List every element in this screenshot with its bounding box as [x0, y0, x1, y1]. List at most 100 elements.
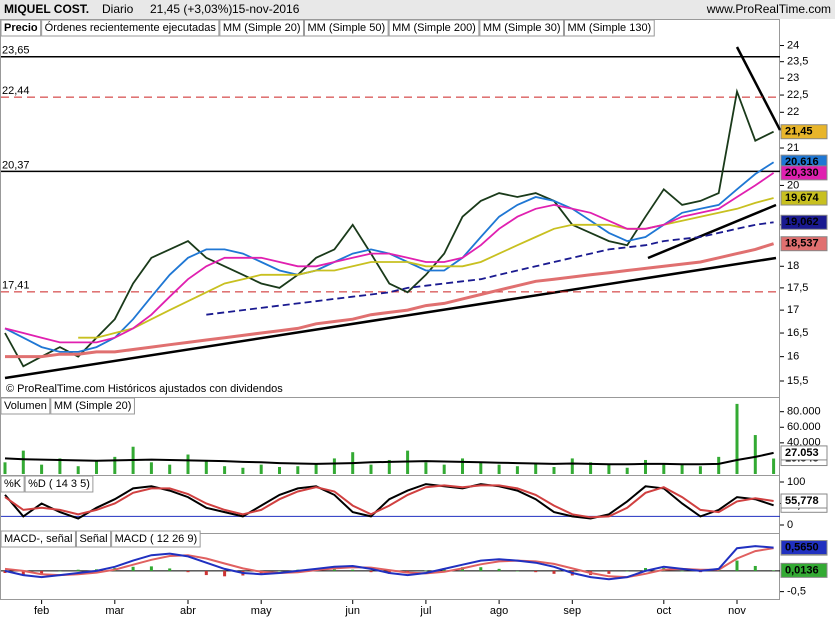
legend-label: MM (Simple 130): [567, 22, 651, 34]
bar: [534, 570, 538, 573]
last-value-box: [780, 214, 828, 230]
bar: [497, 464, 501, 474]
y-tick-label: 17: [787, 304, 799, 316]
y-tick-label: 16,5: [787, 327, 808, 339]
bar: [21, 570, 25, 576]
last-value-box: [780, 562, 828, 578]
bar: [131, 566, 135, 571]
bar: [76, 569, 80, 571]
bar: [772, 570, 776, 571]
legend-label: MM (Simple 200): [392, 22, 476, 34]
last-value-box: [780, 124, 828, 140]
bar: [278, 466, 281, 474]
bar: [168, 464, 172, 474]
bar: [95, 459, 98, 474]
bar: [241, 467, 245, 474]
bar: [332, 458, 336, 474]
bar: [186, 570, 190, 573]
level-label: 17,41: [2, 280, 30, 292]
legend-label: MM (Simple 20): [223, 22, 301, 34]
last-value-label: 55,778: [785, 495, 819, 507]
bar: [369, 570, 373, 573]
watermark: © ProRealTime.com Históricos ajustados c…: [6, 383, 283, 395]
last-value-label: 19,062: [785, 216, 819, 228]
series-line: [4, 451, 774, 466]
legend-box: [479, 19, 564, 37]
bar: [534, 463, 538, 474]
bar: [278, 570, 281, 572]
legend-label: MM (Simple 20): [54, 400, 132, 412]
x-tick-label: nov: [728, 605, 746, 617]
bar: [223, 466, 227, 474]
y-tick-label: 22,5: [787, 89, 808, 101]
bar: [58, 458, 62, 474]
bar: [424, 570, 428, 572]
bar: [662, 463, 666, 474]
bar: [607, 570, 611, 574]
y-tick-label: 23: [787, 72, 799, 84]
bar: [21, 450, 25, 474]
bar: [168, 568, 172, 571]
last-value-label: 27.053: [785, 447, 819, 459]
legend-box: [0, 530, 76, 548]
y-tick-label: -0,5: [787, 586, 806, 598]
series-line: [4, 547, 774, 579]
legend-label: Volumen: [4, 400, 47, 412]
bar: [204, 459, 208, 474]
legend-box: [0, 397, 51, 415]
bar: [625, 467, 629, 474]
last-value-box: [780, 540, 828, 556]
bar: [515, 570, 519, 572]
bar: [515, 466, 519, 474]
legend-box: [219, 19, 304, 37]
bar: [332, 569, 336, 571]
bar: [186, 454, 190, 474]
last-value-box: [780, 236, 828, 252]
bar: [296, 466, 300, 474]
header-bar: [0, 0, 835, 19]
last-value-box: [780, 493, 828, 509]
legend-box: [50, 397, 135, 415]
bar: [259, 464, 263, 474]
last-value-label: 21,45: [785, 126, 813, 138]
series-line: [4, 88, 774, 368]
last-value: 19,674: [780, 190, 828, 206]
legend-label: Precio: [4, 22, 38, 34]
bar: [589, 462, 593, 474]
bar: [461, 458, 464, 474]
legend-box: [24, 475, 94, 493]
period: Diario: [102, 2, 134, 16]
macd-frame: [0, 533, 780, 600]
bar: [772, 458, 776, 474]
series-line: [206, 221, 774, 316]
x-tick-label: jun: [344, 605, 360, 617]
last-value: 21,45: [780, 124, 828, 140]
quote: 21,45 (+3,03%): [150, 2, 232, 16]
legend-box: [303, 19, 389, 37]
last-value-label: 19,674: [785, 192, 820, 204]
y-tick-label: 16: [787, 351, 799, 363]
last-value-box: [780, 165, 828, 181]
legend-box: [0, 475, 25, 493]
legend-box: [0, 19, 42, 37]
y-tick-label: 0: [787, 519, 793, 531]
bar: [698, 466, 702, 474]
bar: [552, 570, 556, 574]
bar: [149, 566, 153, 571]
y-tick-label: 20: [787, 179, 799, 191]
y-tick-label: 22: [787, 106, 799, 118]
legend-box: [111, 530, 201, 548]
x-tick-label: may: [251, 605, 272, 617]
x-tick-label: ago: [490, 605, 508, 617]
legend-label: %K: [4, 478, 22, 490]
bar: [424, 462, 428, 474]
bar: [314, 463, 318, 474]
bar: [753, 565, 757, 571]
last-value-label: 20,330: [785, 167, 819, 179]
last-value: 0,5650: [780, 540, 828, 556]
last-value: 20,330: [780, 165, 828, 181]
last-value-label: 0,0136: [785, 564, 819, 576]
symbol: MIQUEL COST.: [4, 2, 89, 16]
series-line: [4, 172, 775, 344]
